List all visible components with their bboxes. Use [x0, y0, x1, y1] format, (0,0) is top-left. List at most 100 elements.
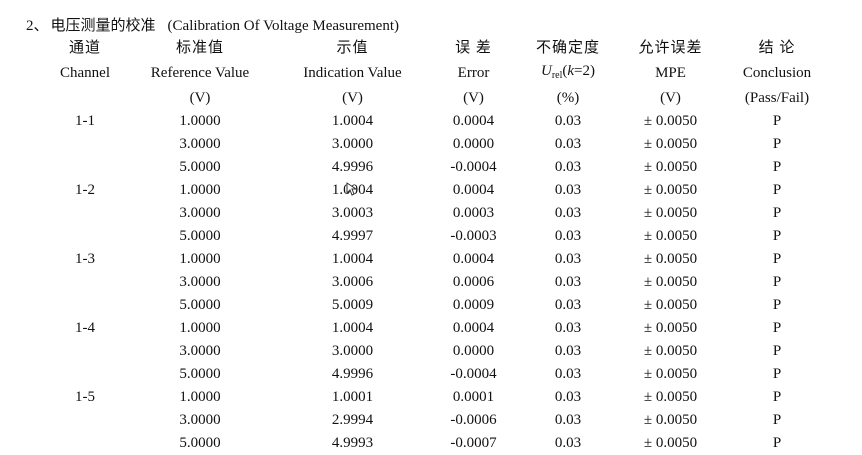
cell-reference-value: 3.0000 — [179, 205, 221, 221]
cell-uncertainty: 0.03 — [554, 228, 582, 244]
cell-uncertainty: 0.03 — [554, 297, 582, 313]
table-row: 5.0000 4.9996 -0.0004 0.03 ± 0.0050 P — [40, 156, 837, 179]
cell-indication-value: 3.0000 — [331, 343, 374, 359]
cell-reference-value: 5.0000 — [179, 435, 221, 451]
header-conclusion-en: Conclusion — [742, 65, 812, 81]
table-row: 5.0000 4.9993 -0.0007 0.03 ± 0.0050 P — [40, 432, 837, 455]
cell-indication-value: 4.9996 — [331, 159, 374, 175]
table-row: 3.0000 3.0000 0.0000 0.03 ± 0.0050 P — [40, 340, 837, 363]
cell-indication-value: 1.0004 — [331, 113, 374, 129]
header-indication-zh: 示值 — [336, 40, 369, 56]
cell-mpe: ± 0.0050 — [643, 343, 698, 359]
header-error-zh: 误 差 — [455, 40, 492, 56]
cell-reference-value: 5.0000 — [179, 228, 221, 244]
header-channel-zh: 通道 — [68, 40, 101, 56]
cell-uncertainty: 0.03 — [554, 320, 582, 336]
table-row: 5.0000 4.9996 -0.0004 0.03 ± 0.0050 P — [40, 363, 837, 386]
header-channel-en: Channel — [60, 65, 110, 81]
cell-channel — [40, 409, 130, 432]
cell-conclusion: P — [772, 136, 782, 152]
cell-conclusion: P — [772, 297, 782, 313]
cell-conclusion: P — [772, 182, 782, 198]
cell-channel — [40, 202, 130, 225]
header-mpe-en: MPE — [655, 65, 686, 81]
cell-reference-value: 5.0000 — [179, 159, 221, 175]
cell-reference-value: 3.0000 — [179, 412, 221, 428]
cell-conclusion: P — [772, 412, 782, 428]
cell-indication-value: 5.0009 — [331, 297, 374, 313]
cell-conclusion: P — [772, 320, 782, 336]
cell-mpe: ± 0.0050 — [643, 228, 698, 244]
cell-error: 0.0004 — [452, 182, 495, 198]
table-body: 1-1 1.0000 1.0004 0.0004 0.03 ± 0.0050 P 3.0000… — [40, 110, 837, 455]
cell-mpe: ± 0.0050 — [643, 159, 698, 175]
cell-mpe: ± 0.0050 — [643, 274, 698, 290]
cell-uncertainty: 0.03 — [554, 366, 582, 382]
header-conclusion-unit: (Pass/Fail) — [744, 90, 810, 106]
cell-indication-value: 4.9996 — [331, 366, 374, 382]
cell-error: 0.0006 — [452, 274, 495, 290]
cell-error: 0.0004 — [452, 320, 495, 336]
cell-conclusion: P — [772, 205, 782, 221]
cell-indication-value: 1.0004 — [331, 251, 374, 267]
cell-conclusion: P — [772, 435, 782, 451]
cell-uncertainty: 0.03 — [554, 136, 582, 152]
cell-mpe: ± 0.0050 — [643, 205, 698, 221]
cell-indication-value: 2.9994 — [331, 412, 374, 428]
cell-indication-value: 4.9993 — [331, 435, 374, 451]
cell-uncertainty: 0.03 — [554, 274, 582, 290]
section-title-zh: 电压测量的校准 — [50, 18, 156, 34]
table-row: 3.0000 3.0003 0.0003 0.03 ± 0.0050 P — [40, 202, 837, 225]
cell-error: 0.0009 — [452, 297, 495, 313]
cell-indication-value: 3.0006 — [331, 274, 374, 290]
table-row: 5.0000 4.9997 -0.0003 0.03 ± 0.0050 P — [40, 225, 837, 248]
cell-mpe: ± 0.0050 — [643, 412, 698, 428]
cell-reference-value: 3.0000 — [179, 274, 221, 290]
cell-error: -0.0004 — [450, 366, 497, 382]
cell-uncertainty: 0.03 — [554, 205, 582, 221]
cell-conclusion: P — [772, 251, 782, 267]
table-row: 3.0000 3.0000 0.0000 0.03 ± 0.0050 P — [40, 133, 837, 156]
mouse-cursor-icon — [346, 182, 358, 196]
cell-mpe: ± 0.0050 — [643, 366, 698, 382]
cell-channel — [40, 133, 130, 156]
header-reference-zh: 标准值 — [175, 40, 224, 56]
cell-channel: 1-2 — [75, 182, 95, 198]
table-header: 通道 标准值 示值 误 差 不确定度 允许误差 结 论 Channel Refe… — [40, 37, 837, 110]
header-row-units: (V) (V) (V) (%) (V) (Pass/Fail) — [40, 87, 837, 110]
header-indication-unit: (V) — [342, 90, 363, 106]
cell-channel: 1-3 — [75, 251, 95, 267]
header-mpe-zh: 允许误差 — [638, 40, 703, 56]
header-error-unit: (V) — [463, 90, 484, 106]
uncertainty-k: k — [567, 63, 575, 79]
cell-reference-value: 3.0000 — [179, 136, 221, 152]
cell-indication-value: 3.0003 — [331, 205, 374, 221]
cell-mpe: ± 0.0050 — [643, 113, 698, 129]
header-reference-unit: (V) — [189, 90, 211, 106]
cell-channel — [40, 432, 130, 455]
cell-mpe: ± 0.0050 — [643, 251, 698, 267]
cell-uncertainty: 0.03 — [554, 435, 582, 451]
cell-reference-value: 1.0000 — [179, 251, 221, 267]
table-row: 1-4 1.0000 1.0004 0.0004 0.03 ± 0.0050 P — [40, 317, 837, 340]
section-title: 2、 电压测量的校准 (Calibration Of Voltage Measure… — [26, 14, 399, 35]
header-row-en: Channel Reference Value Indication Value… — [40, 60, 837, 87]
header-conclusion-zh: 结 论 — [758, 40, 796, 56]
uncertainty-subscript: rel — [551, 70, 563, 81]
header-mpe-unit: (V) — [660, 90, 681, 106]
table-row: 1-5 1.0000 1.0001 0.0001 0.03 ± 0.0050 P — [40, 386, 837, 409]
calibration-table: 通道 标准值 示值 误 差 不确定度 允许误差 结 论 Channel Refe… — [40, 37, 837, 455]
cell-conclusion: P — [772, 366, 782, 382]
cell-uncertainty: 0.03 — [554, 389, 582, 405]
cell-error: -0.0007 — [450, 435, 497, 451]
cell-uncertainty: 0.03 — [554, 159, 582, 175]
cell-channel: 1-4 — [75, 320, 95, 336]
cell-mpe: ± 0.0050 — [643, 389, 698, 405]
cell-error: 0.0000 — [452, 343, 495, 359]
cell-uncertainty: 0.03 — [554, 343, 582, 359]
table-row: 1-1 1.0000 1.0004 0.0004 0.03 ± 0.0050 P — [40, 110, 837, 133]
uncertainty-open: ( — [562, 63, 568, 79]
table-row: 3.0000 3.0006 0.0006 0.03 ± 0.0050 P — [40, 271, 837, 294]
